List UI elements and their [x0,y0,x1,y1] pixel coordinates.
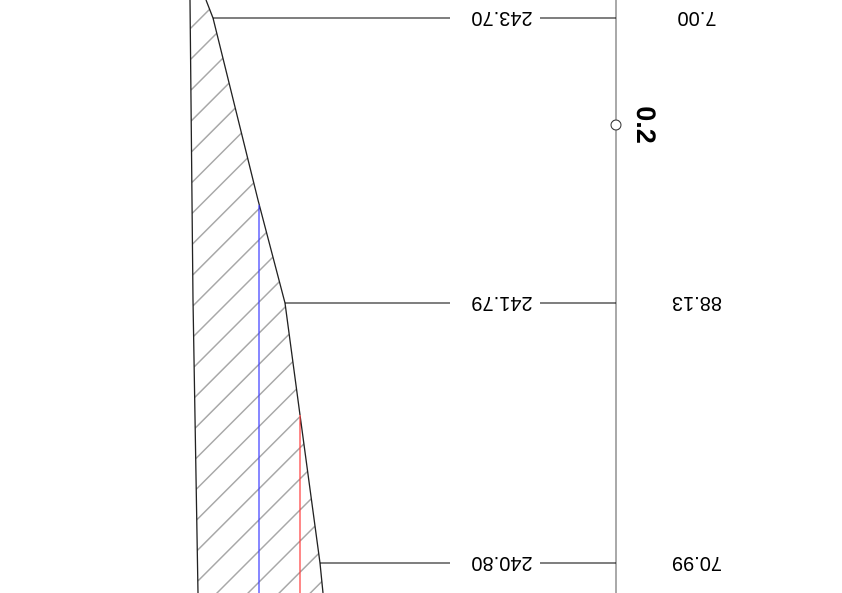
section-fill [190,0,323,593]
section-left-edge [189,0,199,593]
value-label-3: 70.99 [672,552,722,574]
elevation-label-2: 241.79 [471,292,532,314]
value-label-1: 7.00 [678,7,717,29]
value-label-2: 88.13 [672,292,722,314]
elevation-label-3: 240.80 [471,552,532,574]
station-label: 0.2 [631,106,661,144]
elevation-label-1: 243.70 [471,7,532,29]
station-marker [610,119,622,131]
